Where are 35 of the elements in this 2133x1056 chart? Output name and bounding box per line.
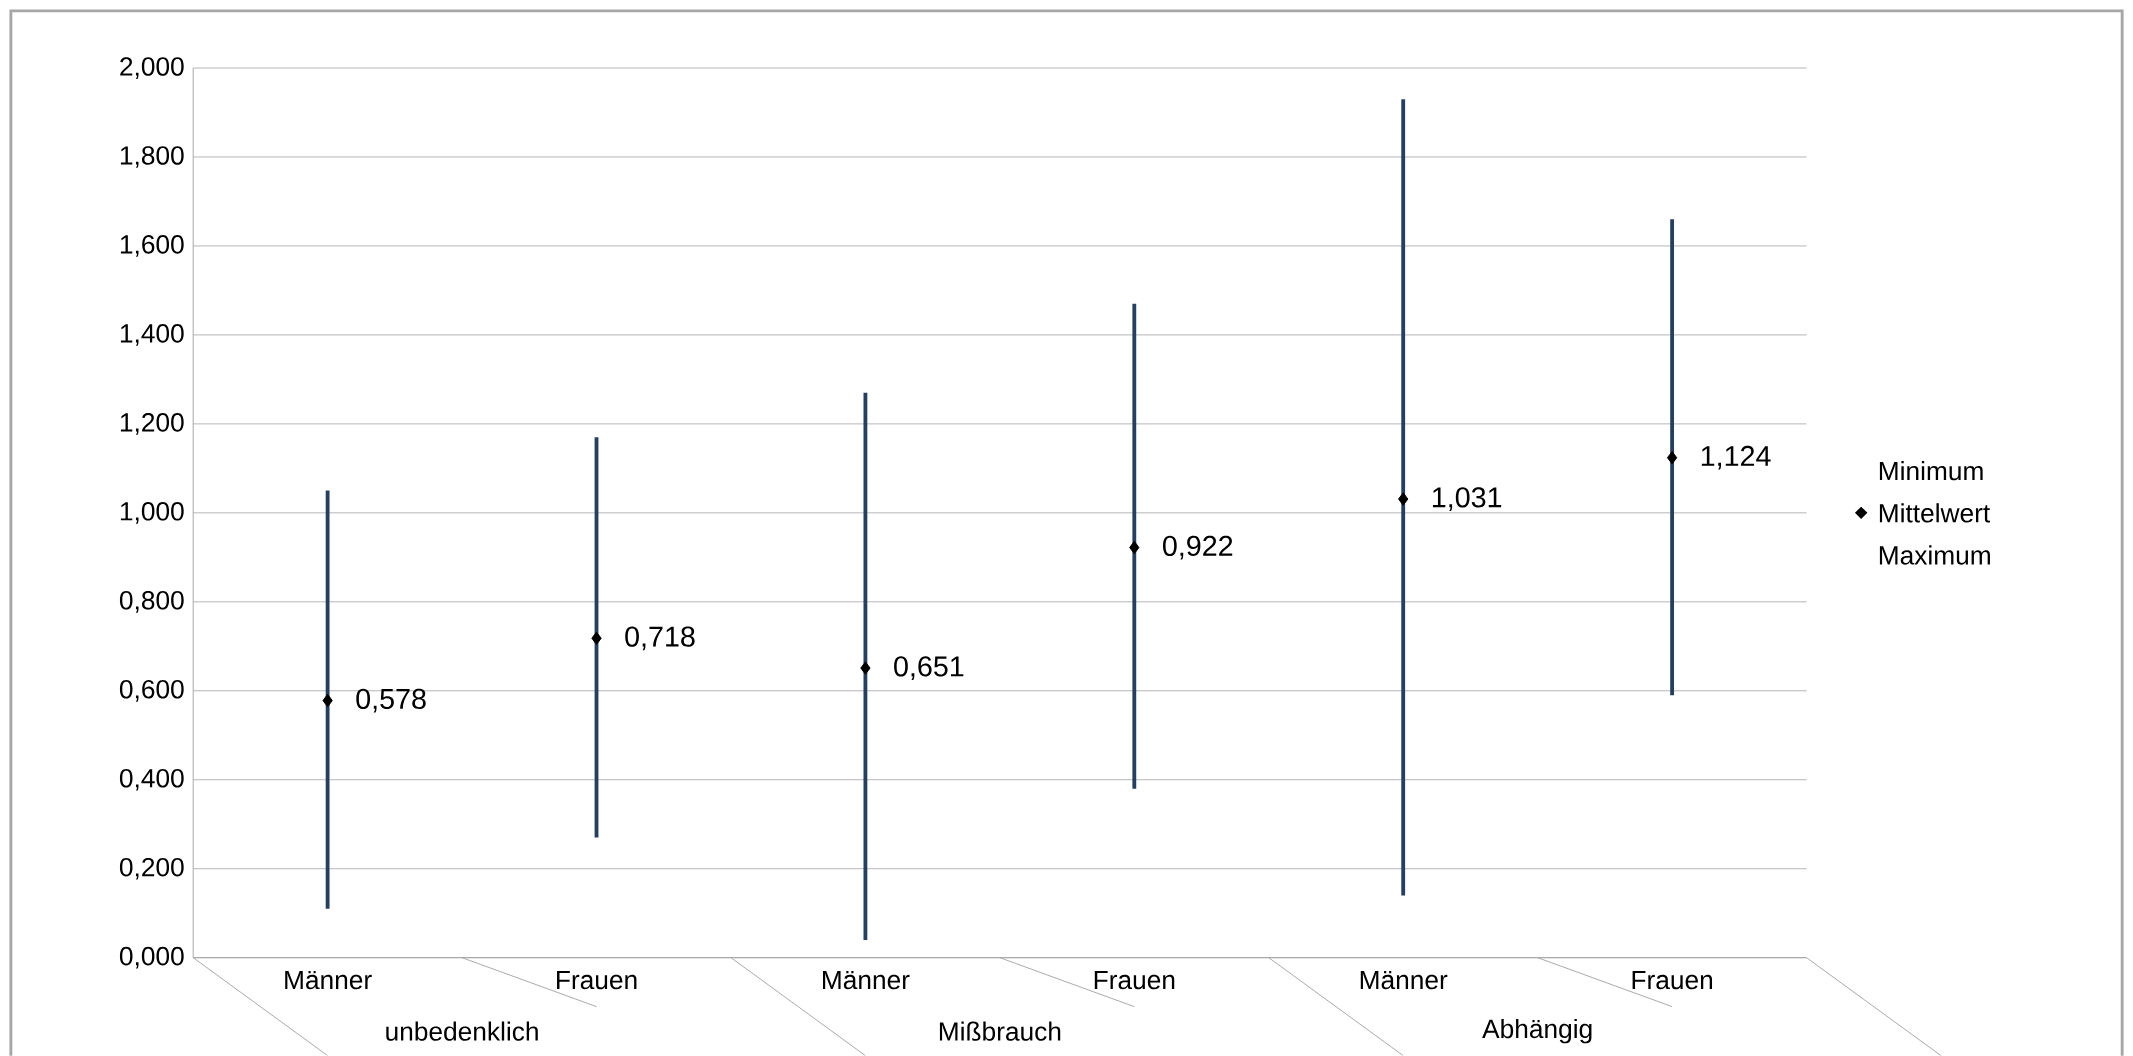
data-label: 1,031: [1432, 487, 1502, 512]
data-label: 0,922: [1163, 535, 1233, 560]
legend-label: Mittelwert: [1879, 503, 1991, 523]
data-label: 1,124: [1701, 446, 1771, 470]
text: unbedenklich: [386, 1021, 538, 1041]
point: [1129, 541, 1140, 555]
point: [1398, 492, 1409, 506]
x-tick-label: Männer: [1360, 971, 1448, 990]
text: Mißbrauch: [939, 1021, 1061, 1041]
x-tick-label: Männer: [285, 971, 372, 990]
y-tick-label: 0,200: [119, 858, 184, 880]
x-tick-label: Frauen: [1632, 971, 1713, 990]
text: Minimum: [1879, 461, 1983, 481]
text: Maximum: [1879, 545, 1990, 565]
data-label: 0,651: [894, 656, 964, 681]
point: [860, 661, 871, 675]
data-label: 0,718: [625, 626, 695, 651]
point: [591, 631, 602, 646]
y-tick-label: 1,200: [120, 413, 184, 435]
y-tick-label: 1,800: [120, 146, 184, 169]
y-tick-label: 1,000: [120, 502, 184, 524]
point: [1666, 451, 1678, 465]
y-tick-label: 0,000: [119, 947, 184, 969]
x-tick-label: Frauen: [1094, 971, 1175, 990]
y-tick-label: 0,600: [119, 680, 184, 702]
y-tick-label: 2,000: [120, 57, 184, 80]
y-tick-label: 1,600: [120, 235, 184, 258]
y-tick-label: 1,400: [120, 324, 184, 346]
x-tick-label: Männer: [823, 971, 910, 990]
data-label: 0,578: [356, 688, 426, 713]
point: [322, 694, 333, 708]
text: Abhängig: [1482, 1019, 1592, 1044]
y-tick-label: 0,800: [119, 591, 184, 613]
y-tick-label: 0,400: [119, 769, 184, 791]
x-tick-label: Frauen: [557, 971, 637, 990]
